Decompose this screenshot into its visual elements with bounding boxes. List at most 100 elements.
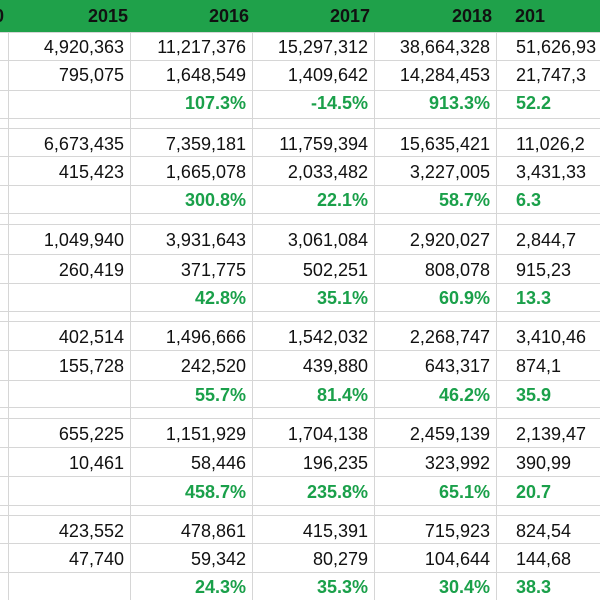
header-2016[interactable]: 2016 <box>208 6 249 26</box>
percent-change-cell[interactable]: 65.1% <box>438 482 490 502</box>
header-2019-partial[interactable]: 201 <box>515 6 546 26</box>
value-cell[interactable]: 3,227,005 <box>409 162 490 182</box>
value-cell[interactable]: 643,317 <box>424 356 490 376</box>
value-cell[interactable]: 242,520 <box>180 356 246 376</box>
percent-change-cell[interactable]: 35.1% <box>316 288 368 308</box>
percent-change-cell[interactable]: 913.3% <box>428 93 490 113</box>
value-cell[interactable]: 390,99 <box>516 453 572 473</box>
value-cell[interactable]: 2,459,139 <box>409 424 490 444</box>
value-cell[interactable]: 38,664,328 <box>399 37 490 57</box>
percent-change-cell[interactable]: 20.7 <box>516 482 552 502</box>
value-cell[interactable]: 15,635,421 <box>399 134 490 154</box>
value-cell[interactable]: 478,861 <box>180 521 246 541</box>
grid-hline <box>0 213 600 214</box>
value-cell[interactable]: 2,033,482 <box>287 162 368 182</box>
header-2017[interactable]: 2017 <box>329 6 370 26</box>
value-cell[interactable]: 80,279 <box>312 549 368 569</box>
grid-hline <box>0 543 600 544</box>
percent-change-cell[interactable]: 81.4% <box>316 385 368 405</box>
percent-change-cell[interactable]: 60.9% <box>438 288 490 308</box>
value-cell[interactable]: 423,552 <box>58 521 124 541</box>
value-cell[interactable]: 1,704,138 <box>287 424 368 444</box>
value-cell[interactable]: 502,251 <box>302 260 368 280</box>
percent-change-cell[interactable]: 38.3 <box>516 577 552 597</box>
value-cell[interactable]: 10,461 <box>68 453 124 473</box>
percent-change-cell[interactable]: 22.1% <box>316 190 368 210</box>
value-cell[interactable]: 47,740 <box>68 549 124 569</box>
value-cell[interactable]: 11,217,376 <box>157 37 246 57</box>
percent-change-cell[interactable]: 107.3% <box>184 93 246 113</box>
value-cell[interactable]: 21,747,3 <box>516 65 587 85</box>
percent-change-cell[interactable]: 300.8% <box>184 190 246 210</box>
value-cell[interactable]: 415,423 <box>58 162 124 182</box>
value-cell[interactable]: 6,673,435 <box>43 134 124 154</box>
value-cell[interactable]: 439,880 <box>302 356 368 376</box>
value-cell[interactable]: 104,644 <box>424 549 490 569</box>
grid-hline <box>0 32 600 33</box>
percent-change-cell[interactable]: 52.2 <box>516 93 552 113</box>
value-cell[interactable]: 7,359,181 <box>165 134 246 154</box>
value-cell[interactable]: 2,139,47 <box>516 424 587 444</box>
value-cell[interactable]: 2,844,7 <box>516 230 577 250</box>
percent-change-cell[interactable]: 30.4% <box>438 577 490 597</box>
percent-change-cell[interactable]: 6.3 <box>516 190 542 210</box>
value-cell[interactable]: 808,078 <box>424 260 490 280</box>
percent-change-cell[interactable]: 24.3% <box>194 577 246 597</box>
grid-hline <box>0 128 600 129</box>
value-cell[interactable]: 1,542,032 <box>287 327 368 347</box>
value-cell[interactable]: 3,931,643 <box>165 230 246 250</box>
value-cell[interactable]: 1,049,940 <box>43 230 124 250</box>
grid-hline <box>0 476 600 477</box>
value-cell[interactable]: 11,759,394 <box>279 134 368 154</box>
grid-hline <box>0 156 600 157</box>
value-cell[interactable]: 323,992 <box>424 453 490 473</box>
value-cell[interactable]: 11,026,2 <box>516 134 585 154</box>
value-cell[interactable]: 795,075 <box>58 65 124 85</box>
header-row <box>0 0 600 32</box>
value-cell[interactable]: 58,446 <box>190 453 246 473</box>
grid-vline <box>130 32 131 600</box>
value-cell[interactable]: 2,268,747 <box>409 327 490 347</box>
value-cell[interactable]: 874,1 <box>516 356 562 376</box>
value-cell[interactable]: 371,775 <box>180 260 246 280</box>
value-cell[interactable]: 715,923 <box>424 521 490 541</box>
value-cell[interactable]: 196,235 <box>302 453 368 473</box>
value-cell[interactable]: 655,225 <box>58 424 124 444</box>
value-cell[interactable]: 3,061,084 <box>287 230 368 250</box>
percent-change-cell[interactable]: 58.7% <box>438 190 490 210</box>
value-cell[interactable]: 3,431,33 <box>516 162 587 182</box>
value-cell[interactable]: 1,496,666 <box>165 327 246 347</box>
value-cell[interactable]: 1,648,549 <box>165 65 246 85</box>
percent-change-cell[interactable]: 13.3 <box>516 288 552 308</box>
value-cell[interactable]: 4,920,363 <box>43 37 124 57</box>
percent-change-cell[interactable]: -14.5% <box>310 93 368 113</box>
value-cell[interactable]: 3,410,46 <box>516 327 587 347</box>
grid-vline <box>374 32 375 600</box>
percent-change-cell[interactable]: 35.3% <box>316 577 368 597</box>
value-cell[interactable]: 59,342 <box>190 549 246 569</box>
value-cell[interactable]: 260,419 <box>58 260 124 280</box>
value-cell[interactable]: 51,626,93 <box>516 37 597 57</box>
value-cell[interactable]: 144,68 <box>516 549 572 569</box>
value-cell[interactable]: 155,728 <box>58 356 124 376</box>
value-cell[interactable]: 1,665,078 <box>165 162 246 182</box>
value-cell[interactable]: 415,391 <box>302 521 368 541</box>
header-2018[interactable]: 2018 <box>451 6 492 26</box>
percent-change-cell[interactable]: 42.8% <box>194 288 246 308</box>
grid-hline <box>0 418 600 419</box>
value-cell[interactable]: 402,514 <box>58 327 124 347</box>
percent-change-cell[interactable]: 55.7% <box>194 385 246 405</box>
percent-change-cell[interactable]: 46.2% <box>438 385 490 405</box>
value-cell[interactable]: 824,54 <box>516 521 572 541</box>
percent-change-cell[interactable]: 235.8% <box>306 482 368 502</box>
percent-change-cell[interactable]: 35.9 <box>516 385 552 405</box>
value-cell[interactable]: 15,297,312 <box>277 37 368 57</box>
header-2015[interactable]: 2015 <box>87 6 128 26</box>
value-cell[interactable]: 2,920,027 <box>409 230 490 250</box>
value-cell[interactable]: 1,409,642 <box>287 65 368 85</box>
header-left-edge[interactable]: 0 <box>0 0 8 32</box>
value-cell[interactable]: 14,284,453 <box>399 65 490 85</box>
value-cell[interactable]: 1,151,929 <box>165 424 246 444</box>
value-cell[interactable]: 915,23 <box>516 260 572 280</box>
percent-change-cell[interactable]: 458.7% <box>184 482 246 502</box>
